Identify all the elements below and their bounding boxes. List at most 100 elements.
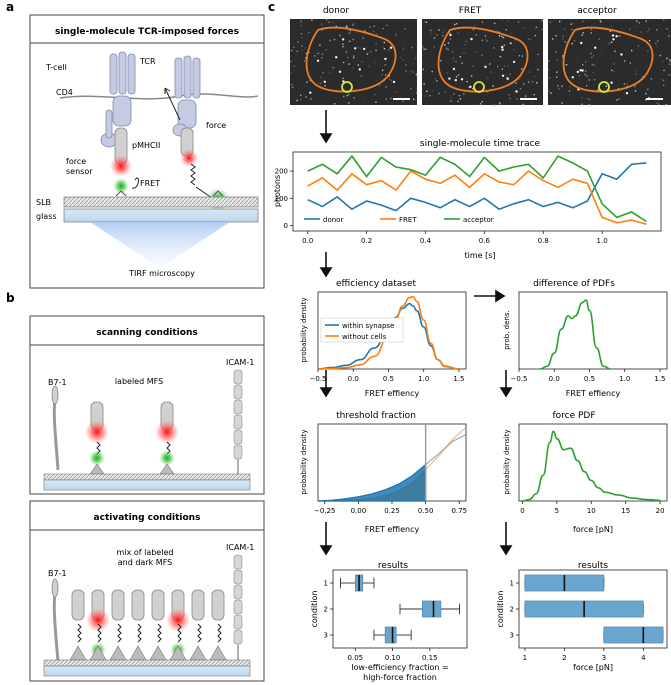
- noise-pixel: [662, 79, 665, 82]
- noise-pixel: [291, 84, 293, 86]
- series-line-without-cells: [317, 295, 460, 370]
- noise-pixel: [590, 52, 592, 55]
- noise-pixel: [550, 92, 552, 94]
- roi-acceptor: [562, 26, 654, 93]
- noise-pixel: [375, 43, 377, 45]
- noise-pixel: [321, 23, 323, 25]
- noise-pixel: [305, 96, 307, 98]
- noise-pixel: [663, 69, 665, 72]
- tirf-beam: [90, 222, 230, 268]
- noise-pixel: [493, 104, 496, 106]
- noise-pixel: [342, 43, 344, 45]
- noise-pixel: [306, 81, 308, 83]
- noise-pixel: [353, 97, 355, 99]
- noise-pixel: [531, 102, 533, 104]
- noise-pixel: [616, 99, 618, 101]
- res2-ylabel: condition: [496, 591, 505, 628]
- noise-pixel: [510, 32, 513, 35]
- noise-pixel: [472, 28, 475, 31]
- noise-pixel: [573, 40, 576, 42]
- noise-pixel: [321, 57, 323, 59]
- noise-pixel: [479, 103, 482, 105]
- x-tick-label: 0: [520, 507, 524, 515]
- noise-pixel: [329, 39, 331, 42]
- noise-pixel: [598, 38, 600, 40]
- label-icam-scan: ICAM-1: [226, 358, 254, 367]
- noise-pixel: [450, 97, 452, 99]
- noise-pixel: [445, 47, 448, 49]
- bright-spot: [571, 76, 574, 79]
- noise-pixel: [531, 81, 534, 83]
- noise-pixel: [454, 69, 457, 72]
- noise-pixel: [587, 97, 589, 100]
- noise-pixel: [613, 70, 615, 72]
- noise-pixel: [301, 45, 303, 47]
- noise-pixel: [389, 78, 391, 80]
- x-tick-label: 10: [587, 507, 596, 515]
- x-tick-label: 0.5: [383, 375, 394, 383]
- noise-pixel: [585, 61, 587, 63]
- legend-donor: donor: [323, 216, 343, 224]
- noise-pixel: [597, 89, 599, 91]
- noise-pixel: [605, 85, 607, 87]
- slb-layer: [63, 196, 259, 208]
- noise-pixel: [499, 55, 502, 58]
- mfs-body: [211, 589, 225, 621]
- bright-spot: [579, 69, 582, 72]
- noise-pixel: [345, 51, 348, 53]
- label-tcr: TCR: [139, 57, 156, 66]
- noise-pixel: [342, 77, 344, 79]
- noise-pixel: [503, 65, 506, 68]
- noise-pixel: [370, 50, 372, 53]
- noise-pixel: [402, 100, 404, 102]
- diff-xlabel: FRET effiency: [566, 389, 621, 398]
- box-3: [603, 626, 664, 644]
- x-tick-label: 0.75: [451, 507, 467, 515]
- noise-pixel: [650, 78, 653, 80]
- bright-spot: [580, 41, 583, 45]
- red-dye-right: [180, 149, 198, 167]
- bright-spot: [594, 46, 597, 49]
- noise-pixel: [499, 103, 501, 105]
- eff-title: efficiency dataset: [336, 279, 417, 289]
- noise-pixel: [443, 29, 445, 32]
- noise-pixel: [307, 33, 309, 35]
- x-tick-label: 0.0: [549, 375, 560, 383]
- trace-axes: [292, 151, 662, 232]
- noise-pixel: [458, 94, 461, 97]
- noise-pixel: [442, 31, 444, 34]
- force-arrow: [164, 87, 181, 121]
- noise-pixel: [470, 75, 473, 77]
- noise-pixel: [349, 29, 351, 32]
- noise-pixel: [300, 37, 303, 39]
- noise-pixel: [492, 85, 494, 87]
- noise-pixel: [390, 97, 392, 100]
- noise-pixel: [668, 74, 670, 76]
- bright-spot: [515, 90, 518, 93]
- noise-pixel: [557, 85, 559, 87]
- noise-pixel: [325, 49, 327, 51]
- noise-pixel: [588, 98, 591, 101]
- green-dye-left: [113, 178, 129, 194]
- noise-pixel: [503, 44, 505, 46]
- noise-pixel: [514, 38, 517, 41]
- noise-pixel: [405, 70, 407, 72]
- noise-pixel: [373, 61, 376, 63]
- x-tick-label: 2: [562, 654, 566, 662]
- noise-pixel: [395, 91, 397, 93]
- mfs-spring: [197, 623, 202, 643]
- bright-spot: [358, 68, 361, 71]
- noise-pixel: [584, 73, 586, 76]
- x-tick-label: −0.25: [314, 507, 335, 515]
- noise-pixel: [582, 32, 584, 34]
- noise-pixel: [565, 64, 568, 66]
- noise-pixel: [375, 101, 377, 103]
- fpdf-xlabel: force [pN]: [573, 525, 613, 534]
- series-line-difference: [540, 299, 611, 370]
- mfs-body: [111, 589, 125, 621]
- noise-pixel: [425, 21, 428, 23]
- y-tick-label: 3: [510, 632, 514, 640]
- noise-pixel: [486, 77, 489, 79]
- bright-spot: [452, 67, 456, 71]
- noise-pixel: [486, 40, 488, 42]
